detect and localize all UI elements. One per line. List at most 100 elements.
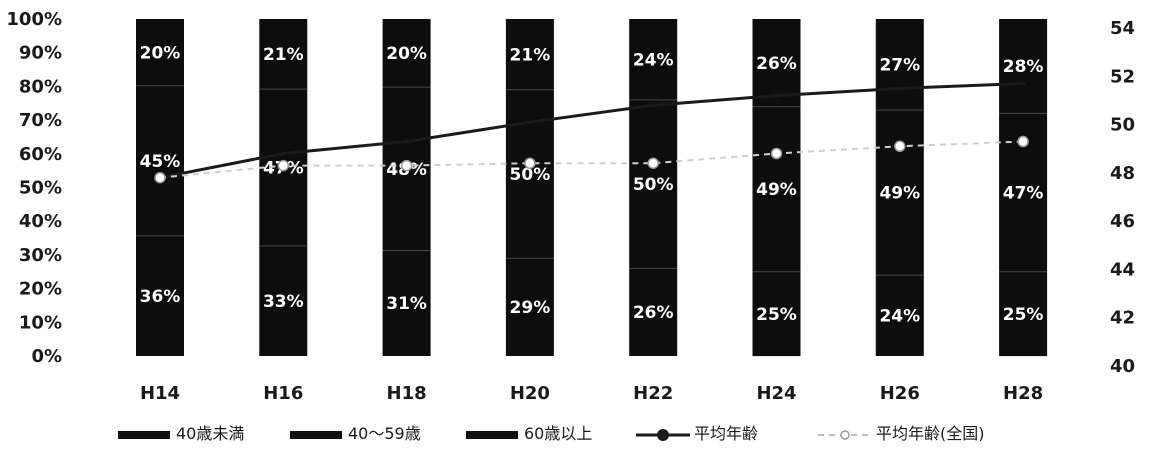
data-label-under-40-H16: 33% [263,292,304,312]
x-tick-label: H28 [1003,383,1043,404]
point-average-age-H16 [281,151,286,156]
point-average-age-H20 [527,120,532,125]
data-label-age-40-59-H20: 50% [510,165,551,185]
bar-age-60-plus-H16 [259,19,308,90]
data-label-under-40-H28: 25% [1003,305,1044,325]
data-label-under-40-H20: 29% [510,298,551,318]
point-average-age-H18 [404,139,409,144]
y-right-tick-label: 50 [1110,115,1135,136]
y-left-tick-label: 20% [19,279,62,300]
x-tick-label: H16 [263,383,303,404]
y-left-tick-label: 30% [19,245,62,266]
x-tick-label: H24 [756,383,796,404]
bar-age-40-59-H24 [752,106,801,272]
point-average-age-national-H20 [524,157,536,169]
x-tick-label: H26 [880,383,920,404]
y-right-tick-label: 52 [1110,66,1135,87]
legend-swatch-60-plus [466,431,518,439]
data-label-under-40-H14: 36% [140,287,181,307]
legend-label-average-age-national: 平均年齢(全国) [876,424,985,443]
y-left-tick-label: 70% [19,110,62,131]
bar-under-40-H14 [136,235,184,356]
bar-age-60-plus-H18 [382,19,431,88]
average-age-national-line [159,140,1024,179]
left-axis: 0% 10% 20% 30% 40% 50% 60% 70% 80% 90% 100% [6,9,62,367]
legend-swatch-40-59 [290,431,342,439]
y-left-tick-label: 10% [19,312,62,333]
data-label-age-60-plus-H14: 20% [140,43,181,63]
data-label-age-60-plus-H18: 20% [386,44,427,64]
point-average-age-H26 [897,86,902,91]
y-right-tick-label: 44 [1110,259,1135,280]
legend-label-under-40: 40歳未満 [176,424,244,443]
bar-under-40-H24 [752,271,801,357]
legend-swatch-under-40 [118,431,170,439]
x-tick-label: H20 [510,383,550,404]
bar-under-40-H16 [259,245,308,356]
y-right-tick-label: 48 [1110,163,1135,184]
point-average-age-national-H14 [154,171,166,184]
y-left-tick-label: 100% [6,9,62,30]
y-right-tick-label: 40 [1110,356,1135,377]
bar-under-40-H22 [629,268,678,356]
lines-layer [154,81,1029,184]
data-label-age-60-plus-H26: 27% [879,56,920,76]
y-right-tick-label: 54 [1110,18,1135,39]
x-tick-label: H22 [633,383,673,404]
bar-under-40-H28 [999,271,1048,357]
legend-marker-average-age-national [840,430,850,440]
point-average-age-national-H26 [894,140,906,153]
data-label-age-60-plus-H22: 24% [633,50,674,70]
data-label-under-40-H26: 24% [879,307,920,327]
point-average-age-national-H28 [1017,135,1029,148]
bar-under-40-H26 [875,275,924,356]
point-average-age-national-H24 [770,147,783,160]
bar-age-40-59-H14 [136,85,184,236]
data-label-under-40-H18: 31% [386,294,427,314]
bar-age-60-plus-H20 [505,19,554,90]
data-label-age-60-plus-H20: 21% [510,45,551,65]
legend-label-40-59: 40～59歳 [348,424,421,443]
y-right-tick-label: 46 [1110,211,1135,232]
x-tick-label: H14 [140,383,180,404]
point-average-age-national-H18 [400,159,413,172]
bar-age-60-plus-H14 [136,19,184,86]
bar-under-40-H20 [505,258,554,356]
bar-age-40-59-H26 [875,110,924,276]
right-axis: 40 42 44 46 48 50 52 54 [1110,18,1135,377]
average-age-line [159,82,1024,180]
data-label-under-40-H22: 26% [633,303,674,323]
legend-marker-average-age [657,429,669,441]
point-average-age-H24 [774,93,779,98]
x-axis: H14 H16 H18 H20 H22 H24 H26 H28 [140,383,1043,404]
data-label-age-60-plus-H28: 28% [1003,57,1044,77]
bar-age-40-59-H20 [505,89,554,259]
point-average-age-H22 [651,103,656,108]
y-left-tick-label: 90% [19,43,62,64]
bar-age-60-plus-H22 [629,19,678,100]
data-label-age-40-59-H22: 50% [633,175,674,195]
bar-age-40-59-H22 [629,99,678,269]
y-right-tick-label: 42 [1110,308,1135,329]
data-label-age-40-59-H26: 49% [879,184,920,204]
y-left-tick-label: 0% [31,346,62,367]
bar-age-60-plus-H26 [875,19,924,110]
y-left-tick-label: 60% [19,144,62,165]
data-label-age-40-59-H24: 49% [756,180,797,200]
bar-under-40-H18 [382,250,431,356]
data-label-age-60-plus-H16: 21% [263,45,304,65]
x-tick-label: H18 [387,383,427,404]
y-left-tick-label: 40% [19,211,62,232]
data-label-age-40-59-H28: 47% [1003,184,1044,204]
bar-age-60-plus-H24 [752,19,801,107]
data-label-under-40-H24: 25% [756,305,797,325]
legend-label-average-age: 平均年齢 [694,424,758,443]
y-left-tick-label: 50% [19,178,62,199]
legend-label-60-plus: 60歳以上 [524,424,592,443]
point-average-age-national-H22 [647,157,659,169]
bar-age-60-plus-H28 [999,19,1048,114]
bars-layer [136,19,1048,357]
y-left-tick-label: 80% [19,76,62,97]
data-label-age-40-59-H14: 45% [140,152,181,172]
